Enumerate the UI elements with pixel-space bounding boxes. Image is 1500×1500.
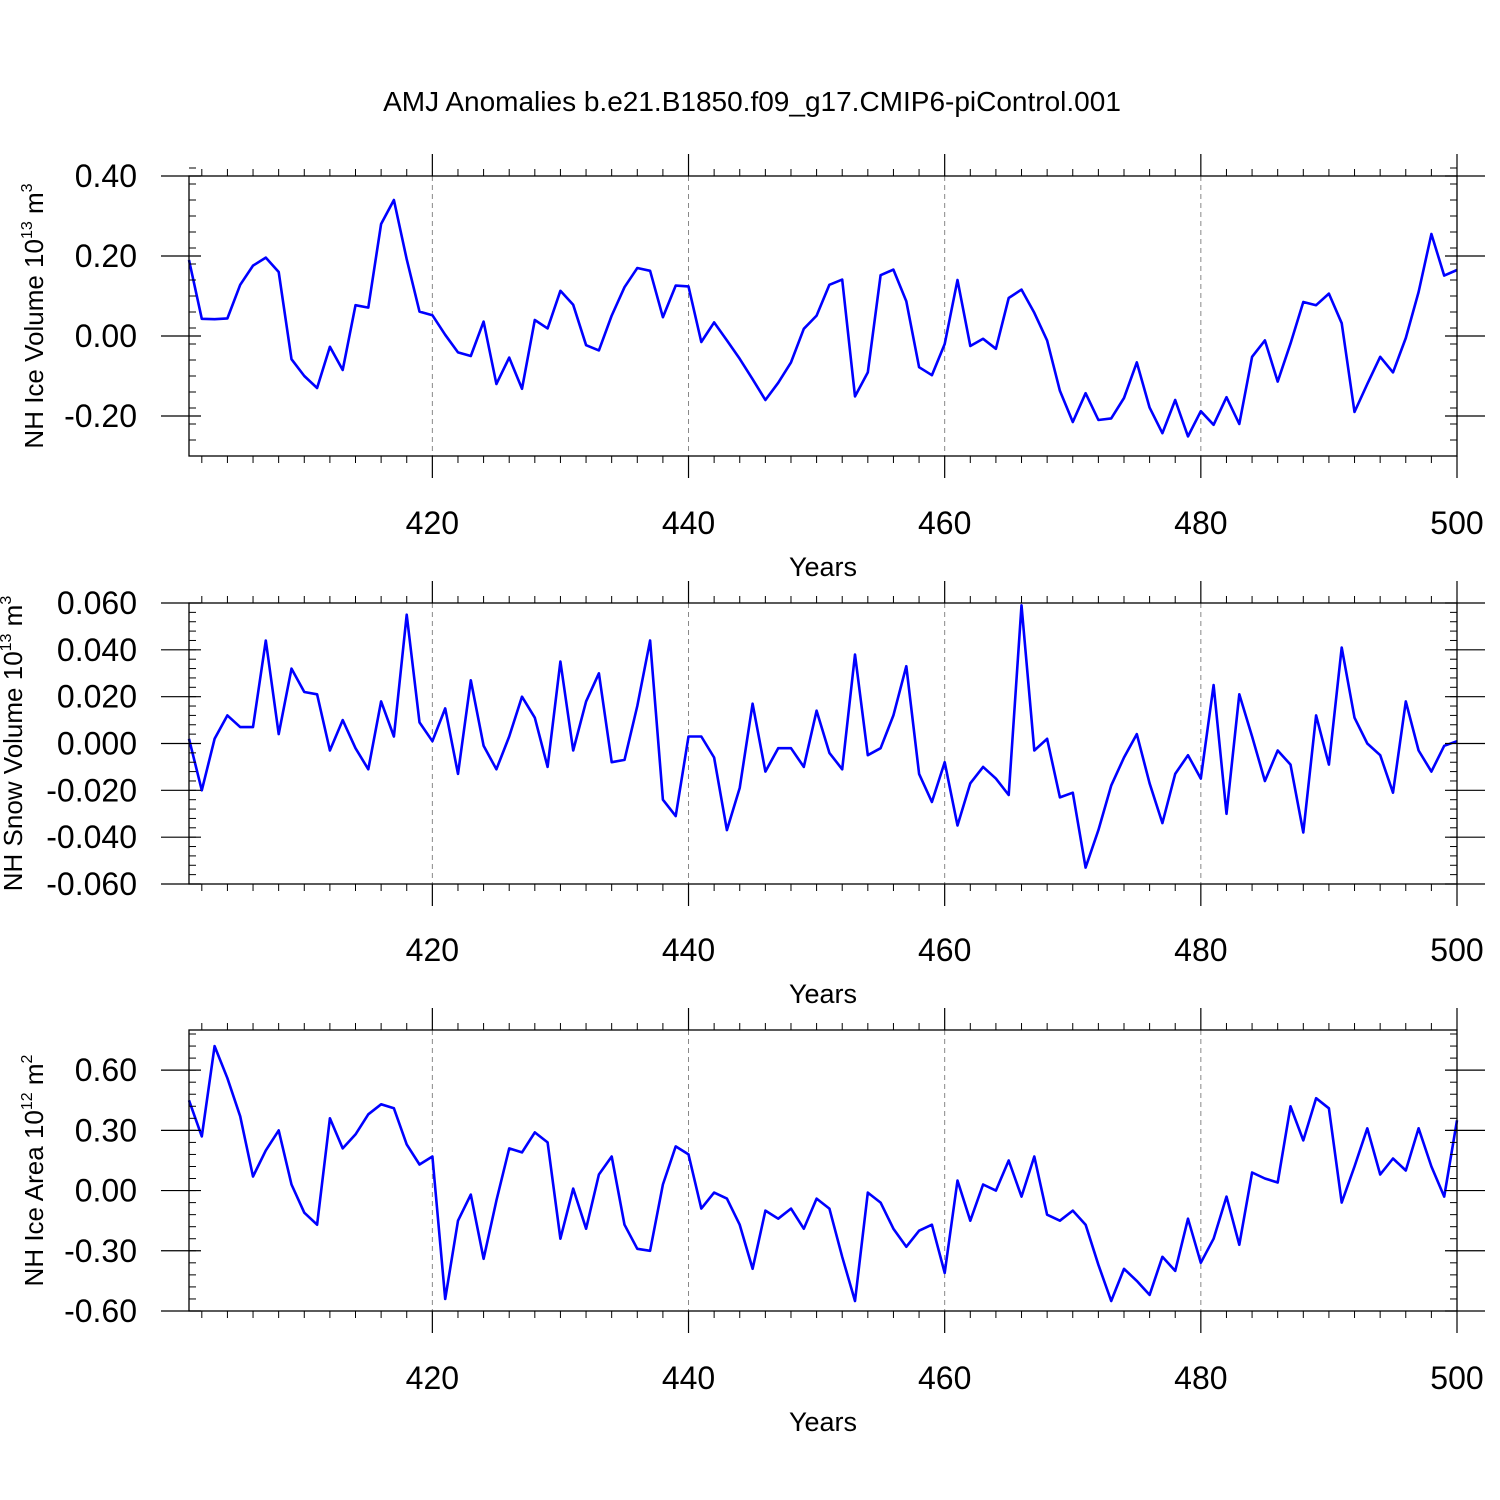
- x-tick-label: 440: [662, 1360, 715, 1396]
- y-tick-label: 0.30: [75, 1112, 137, 1148]
- y-tick-label: -0.040: [46, 819, 137, 855]
- x-tick-label: 440: [662, 932, 715, 968]
- x-tick-label: 420: [406, 1360, 459, 1396]
- y-tick-label: 0.00: [75, 1173, 137, 1209]
- y-axis-label: NH Ice Area 1012 m2: [19, 1054, 49, 1286]
- y-tick-label: -0.60: [64, 1293, 137, 1329]
- y-tick-label: -0.20: [64, 398, 137, 434]
- y-label-text: NH Snow Volume 10: [0, 651, 28, 891]
- x-tick-label: 480: [1174, 932, 1227, 968]
- y-label-text: m: [19, 1063, 49, 1092]
- y-tick-label: 0.040: [57, 632, 137, 668]
- x-axis-label: Years: [789, 1407, 857, 1437]
- x-tick-label: 500: [1430, 505, 1483, 541]
- x-tick-label: 500: [1430, 932, 1483, 968]
- y-label-superscript: 2: [19, 1054, 36, 1063]
- x-tick-label: 460: [918, 932, 971, 968]
- y-label-superscript: 13: [0, 633, 15, 651]
- y-label-text: NH Ice Volume 10: [19, 239, 49, 449]
- x-axis-label: Years: [789, 552, 857, 582]
- x-tick-label: 460: [918, 1360, 971, 1396]
- y-tick-label: 0.060: [57, 585, 137, 621]
- x-tick-label: 480: [1174, 505, 1227, 541]
- x-tick-label: 420: [406, 505, 459, 541]
- y-label-text: NH Ice Area 10: [19, 1110, 49, 1286]
- y-tick-label: 0.000: [57, 726, 137, 762]
- figure: AMJ Anomalies b.e21.B1850.f09_g17.CMIP6-…: [0, 0, 1500, 1500]
- y-label-text: m: [19, 192, 49, 221]
- y-tick-label: 0.60: [75, 1052, 137, 1088]
- figure-title: AMJ Anomalies b.e21.B1850.f09_g17.CMIP6-…: [383, 86, 1121, 117]
- y-label-text: m: [0, 605, 28, 634]
- y-tick-label: -0.060: [46, 866, 137, 902]
- y-tick-label: 0.020: [57, 679, 137, 715]
- x-tick-label: 440: [662, 505, 715, 541]
- x-axis-label: Years: [789, 979, 857, 1009]
- y-label-superscript: 12: [19, 1092, 36, 1110]
- y-tick-label: 0.40: [75, 158, 137, 194]
- y-label-superscript: 3: [19, 183, 36, 192]
- y-tick-label: -0.30: [64, 1233, 137, 1269]
- x-tick-label: 480: [1174, 1360, 1227, 1396]
- x-tick-label: 460: [918, 505, 971, 541]
- y-tick-label: 0.20: [75, 238, 137, 274]
- y-tick-label: 0.00: [75, 318, 137, 354]
- y-label-superscript: 3: [0, 596, 15, 605]
- x-tick-label: 420: [406, 932, 459, 968]
- y-tick-label: -0.020: [46, 772, 137, 808]
- y-label-superscript: 13: [19, 221, 36, 239]
- x-tick-label: 500: [1430, 1360, 1483, 1396]
